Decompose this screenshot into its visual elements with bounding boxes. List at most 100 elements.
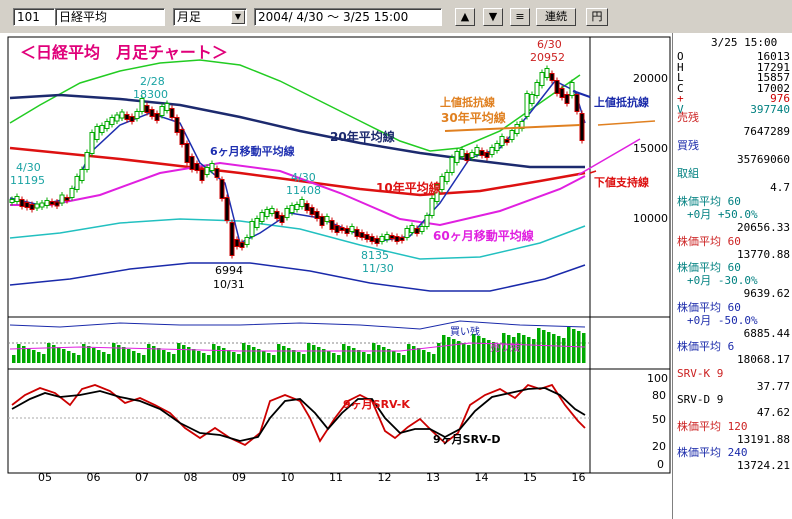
volume-bar [302,354,306,363]
yen-button[interactable]: 円 [586,8,608,26]
volume-bar [517,333,521,363]
candle [134,111,140,119]
chart-area[interactable]: 20000 15000 10000 100 80 50 20 0 05 06 07 0… [0,33,672,519]
candle [429,198,435,216]
candle [409,225,415,233]
volume-bar [197,351,201,363]
candle [249,221,255,237]
candle [504,139,510,143]
candle [9,199,15,203]
volume-bar [22,346,26,363]
osc-tick: 20 [652,440,666,453]
candle [234,239,240,247]
candle [254,218,260,228]
chevron-down-icon[interactable]: ▼ [231,10,245,24]
period-select[interactable]: 月足 ▼ [173,8,247,26]
price-label-value: 11195 [10,174,45,187]
ohlc-key: + [677,92,684,105]
date-range-field[interactable]: 2004/ 4/30 ～ 3/25 15:00 [254,8,442,26]
volume-bar [117,345,121,363]
candle [149,109,155,117]
volume-bar [162,350,166,363]
x-tick: 13 [426,471,440,484]
candle [19,199,25,207]
candle [194,163,200,171]
candle [264,209,270,217]
mid-band-line [9,218,586,260]
candle [574,94,580,112]
volume-bar [307,343,311,363]
ohlc-key: V [677,102,684,116]
ohlc-key: C [677,81,684,95]
candle [119,111,125,119]
volume-bar [157,348,161,363]
candle [554,80,560,94]
candle [109,117,115,125]
candle [24,202,30,208]
volume-bar [372,343,376,363]
volume-bar [542,330,546,363]
volume-bar [27,348,31,363]
x-tick: 05 [38,471,52,484]
indicator-value: 13724.21 [737,459,790,472]
volume-bar [102,352,106,363]
osc-tick: 50 [652,413,666,426]
candle [154,113,160,121]
annotation-10yr-avg: 10年平均線 [376,181,441,195]
volume-bar [312,345,316,363]
candle [389,235,395,239]
ohlc-key: O [677,50,684,63]
candle [469,152,475,158]
annotation-buy-remain: 買い残 [450,327,480,338]
volume-bar [222,348,226,363]
down-arrow-icon[interactable]: ▼ [483,8,503,26]
price-label-date: 10/31 [213,278,245,291]
candle [304,203,310,211]
volume-bar [32,350,36,363]
volume-bar [452,339,456,363]
indicator-value: 18068.17 [737,353,790,366]
list-icon[interactable]: ≡ [510,8,530,26]
indicator-label: 株価平均 6 [677,340,735,353]
volume-bar [292,350,296,363]
candle [514,124,520,134]
candle [344,228,350,234]
chart-title: ＜日経平均 月足チャート＞ [20,43,228,62]
candle [274,211,280,219]
continuous-button[interactable]: 連続 [536,8,576,26]
volume-bar [457,341,461,363]
volume-bar [582,333,586,363]
candle [44,200,50,206]
x-tick: 10 [280,471,295,484]
indicator-label: 株価平均 60 [677,195,741,208]
volume-bar [227,350,231,363]
annotation-srv-k: 9ヶ月SRV-K [343,398,410,411]
x-tick: 09 [232,471,246,484]
candle [329,220,335,230]
annotation-srv-d: 9ヶ月SRV-D [433,433,501,446]
candle [549,73,555,81]
candle [34,203,40,209]
candle [64,197,70,201]
candle [59,194,65,204]
candle [144,105,150,113]
sell-remain-line [9,342,586,352]
volume-bar [192,349,196,363]
volume-bar [502,333,506,363]
volume-bar [152,346,156,363]
osc-tick: 0 [657,458,664,471]
volume-bar [77,355,81,363]
candle [354,229,360,237]
volume-bar [67,351,71,363]
volume-bar [57,347,61,363]
candle [484,152,490,158]
volume-bar [567,327,571,363]
stock-name-field[interactable]: 日経平均 [55,8,165,26]
candle [309,207,315,215]
up-arrow-icon[interactable]: ▲ [455,8,475,26]
volume-bar [342,344,346,363]
indicator-label: SRV-D 9 [677,393,724,406]
stock-code-field[interactable]: 101 [13,8,55,26]
volume-bar [462,343,466,363]
candle [29,204,35,210]
